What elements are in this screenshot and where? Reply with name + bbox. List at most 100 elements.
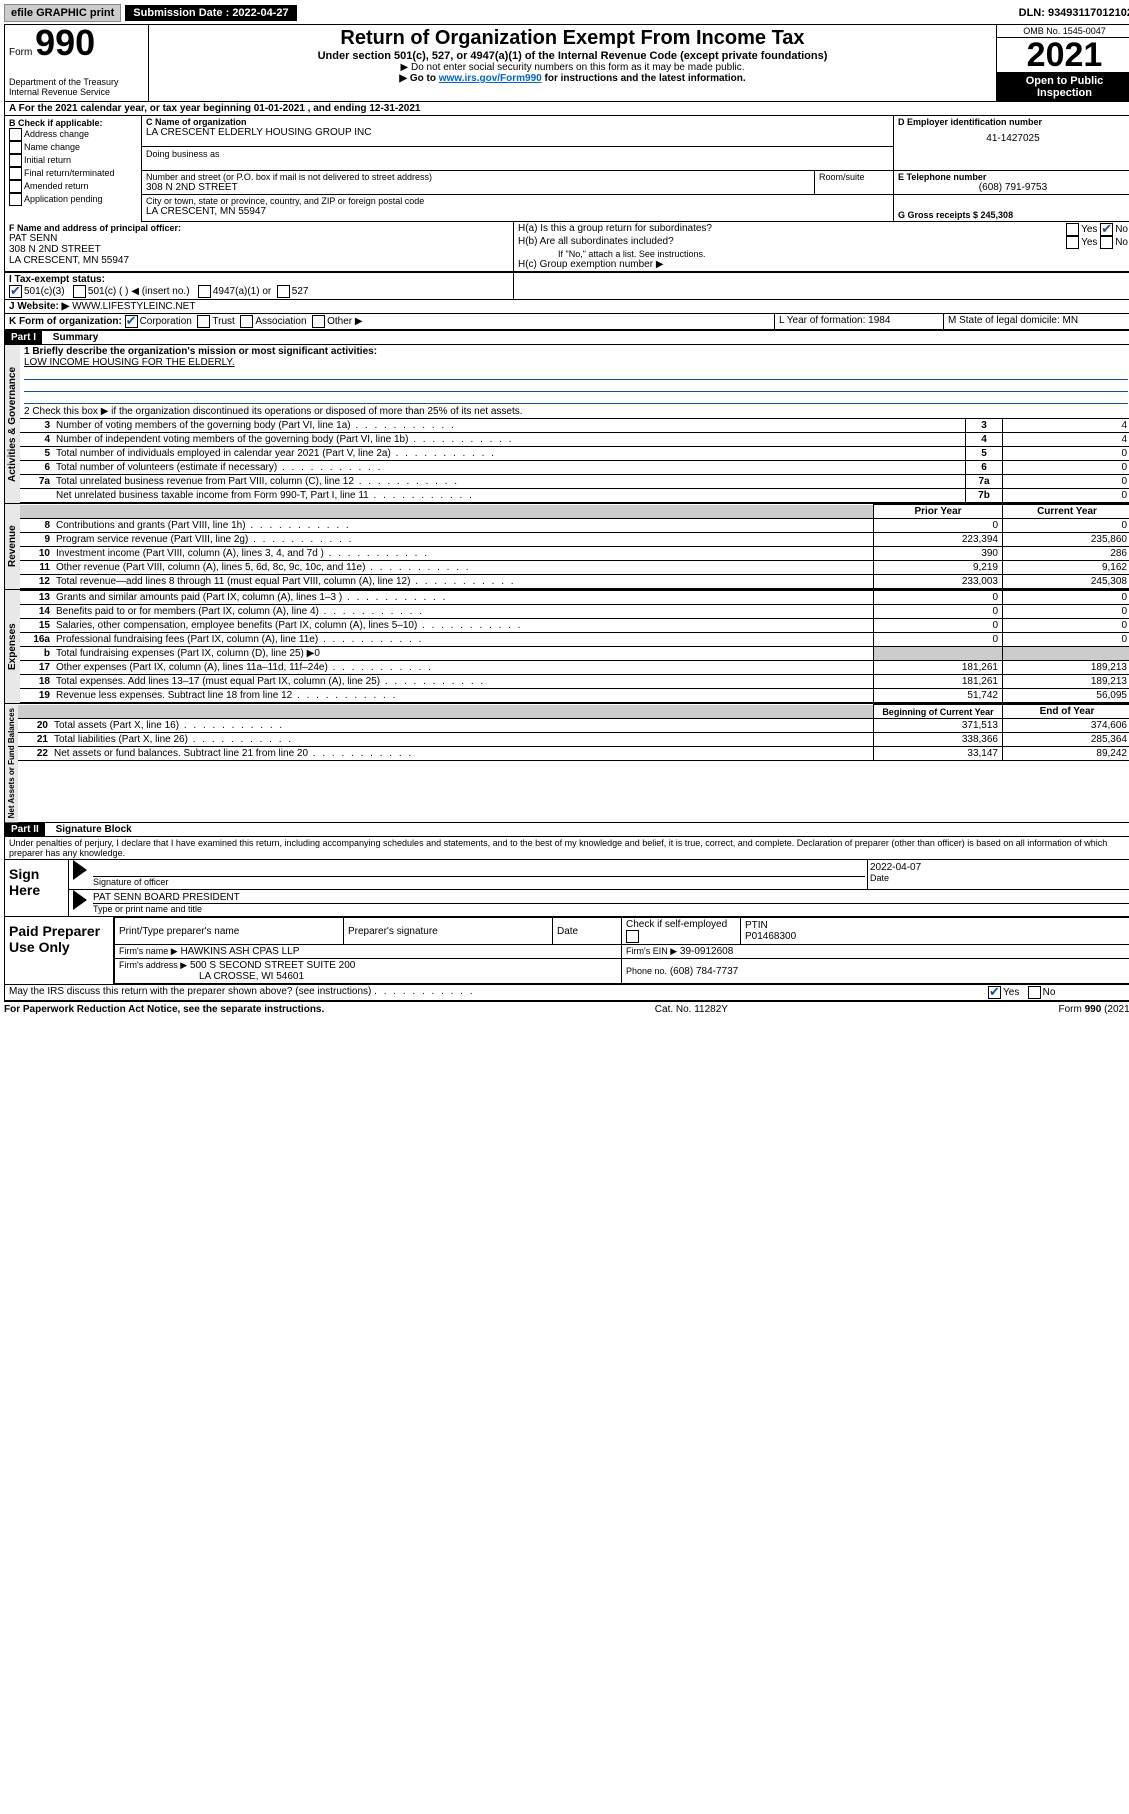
opt-trust: Trust [212, 316, 234, 327]
chk-self-employed[interactable] [626, 930, 639, 943]
opt-other: Other ▶ [327, 316, 362, 327]
chk-name-change[interactable] [9, 141, 22, 154]
officer-addr2: LA CRESCENT, MN 55947 [9, 255, 509, 266]
table-row: 4Number of independent voting members of… [20, 433, 1129, 447]
table-row: 15Salaries, other compensation, employee… [20, 619, 1129, 633]
revenue-table: Prior Year Current Year8Contributions an… [20, 504, 1129, 589]
irs-link[interactable]: www.irs.gov/Form990 [439, 73, 542, 84]
table-row: 12Total revenue—add lines 8 through 11 (… [20, 575, 1129, 589]
goto-suffix: for instructions and the latest informat… [545, 73, 746, 84]
q2-text: 2 Check this box ▶ if the organization d… [20, 405, 1129, 418]
efile-button[interactable]: efile GRAPHIC print [4, 4, 121, 22]
paid-preparer-label: Paid Preparer Use Only [5, 917, 114, 984]
chk-address-change[interactable] [9, 128, 22, 141]
chk-501c3[interactable] [9, 285, 22, 298]
table-row: 21Total liabilities (Part X, line 26) 33… [18, 733, 1129, 747]
dln: DLN: 93493117012102 [1019, 7, 1129, 19]
m-state: M State of legal domicile: MN [943, 314, 1129, 329]
goto-prefix: ▶ Go to [399, 73, 438, 84]
table-row: 17Other expenses (Part IX, column (A), l… [20, 661, 1129, 675]
chk-other[interactable] [312, 315, 325, 328]
table-row: Net unrelated business taxable income fr… [20, 489, 1129, 503]
opt-name-change: Name change [24, 142, 80, 152]
expenses-table: 13Grants and similar amounts paid (Part … [20, 590, 1129, 703]
ha-label: H(a) Is this a group return for subordin… [518, 223, 712, 236]
ha-yes: Yes [1081, 224, 1097, 235]
chk-assoc[interactable] [240, 315, 253, 328]
discuss-yes: Yes [1003, 988, 1019, 999]
table-row: 6Total number of volunteers (estimate if… [20, 461, 1129, 475]
chk-final[interactable] [9, 167, 22, 180]
chk-4947[interactable] [198, 285, 211, 298]
chk-initial[interactable] [9, 154, 22, 167]
box-b: B Check if applicable: Address change Na… [5, 116, 142, 222]
side-expenses: Expenses [5, 590, 20, 703]
discuss-no: No [1043, 988, 1056, 999]
dept-treasury: Department of the Treasury [9, 77, 144, 87]
declaration-text: Under penalties of perjury, I declare th… [5, 837, 1129, 860]
chk-amended[interactable] [9, 180, 22, 193]
submission-date: Submission Date : 2022-04-27 [125, 5, 296, 21]
room-label: Room/suite [814, 171, 893, 194]
chk-527[interactable] [277, 285, 290, 298]
chk-501c[interactable] [73, 285, 86, 298]
tax-year: 2021 [997, 38, 1129, 73]
table-row: 18Total expenses. Add lines 13–17 (must … [20, 675, 1129, 689]
firm-addr-label: Firm's address ▶ [119, 960, 187, 970]
mission-text: LOW INCOME HOUSING FOR THE ELDERLY. [24, 357, 1128, 368]
activities-table: 3Number of voting members of the governi… [20, 418, 1129, 503]
table-row: 19Revenue less expenses. Subtract line 1… [20, 689, 1129, 703]
name-title-label: Type or print name and title [93, 903, 1129, 914]
sig-officer-label: Signature of officer [93, 877, 865, 887]
chk-discuss-yes[interactable] [988, 986, 1001, 999]
opt-final: Final return/terminated [24, 168, 115, 178]
table-row: 22Net assets or fund balances. Subtract … [18, 747, 1129, 761]
form-number: 990 [35, 22, 95, 63]
officer-addr1: 308 N 2ND STREET [9, 244, 509, 255]
chk-hb-no[interactable] [1100, 236, 1113, 249]
table-row: 8Contributions and grants (Part VIII, li… [20, 519, 1129, 533]
chk-pending[interactable] [9, 193, 22, 206]
hb-label: H(b) Are all subordinates included? [518, 236, 674, 249]
addr-label: Number and street (or P.O. box if mail i… [146, 172, 810, 182]
opt-assoc: Association [255, 316, 306, 327]
website-value: WWW.LIFESTYLEINC.NET [72, 301, 195, 312]
org-name: LA CRESCENT ELDERLY HOUSING GROUP INC [146, 127, 889, 138]
chk-discuss-no[interactable] [1028, 986, 1041, 999]
part1-label: Part I [5, 331, 42, 344]
tax-status-label: I Tax-exempt status: [9, 274, 105, 285]
part2-label: Part II [5, 823, 45, 836]
dba-label: Doing business as [146, 147, 889, 159]
chk-corp[interactable] [125, 315, 138, 328]
k-label: K Form of organization: [9, 316, 122, 327]
form-title: Return of Organization Exempt From Incom… [155, 27, 990, 50]
chk-trust[interactable] [197, 315, 210, 328]
opt-address-change: Address change [24, 129, 89, 139]
arrow-icon [73, 860, 87, 880]
opt-4947: 4947(a)(1) or [213, 286, 271, 297]
ha-no: No [1115, 224, 1128, 235]
opt-amended: Amended return [24, 181, 89, 191]
dept-irs: Internal Revenue Service [9, 87, 144, 97]
chk-ha-no[interactable] [1100, 223, 1113, 236]
officer-label: F Name and address of principal officer: [9, 223, 509, 233]
self-employed-label: Check if self-employed [626, 919, 727, 930]
form-header: Form 990 Department of the Treasury Inte… [5, 25, 1129, 102]
cat-no: Cat. No. 11282Y [655, 1004, 728, 1015]
firm-ein: 39-0912608 [680, 946, 733, 957]
opt-corp: Corporation [140, 316, 192, 327]
chk-hb-yes[interactable] [1066, 236, 1079, 249]
opt-527: 527 [292, 286, 309, 297]
name-label: C Name of organization [146, 117, 889, 127]
gross-receipts: G Gross receipts $ 245,308 [898, 196, 1128, 220]
street-addr: 308 N 2ND STREET [146, 182, 810, 193]
net-table: Beginning of Current Year End of Year20T… [18, 704, 1129, 761]
website-label: J Website: ▶ [9, 301, 69, 312]
ssn-note: ▶ Do not enter social security numbers o… [155, 62, 990, 73]
opt-pending: Application pending [24, 194, 103, 204]
chk-ha-yes[interactable] [1066, 223, 1079, 236]
firm-name: HAWKINS ASH CPAS LLP [180, 946, 299, 957]
opt-initial: Initial return [24, 155, 71, 165]
firm-ein-label: Firm's EIN ▶ [626, 946, 677, 956]
box-b-label: B Check if applicable: [9, 118, 137, 128]
